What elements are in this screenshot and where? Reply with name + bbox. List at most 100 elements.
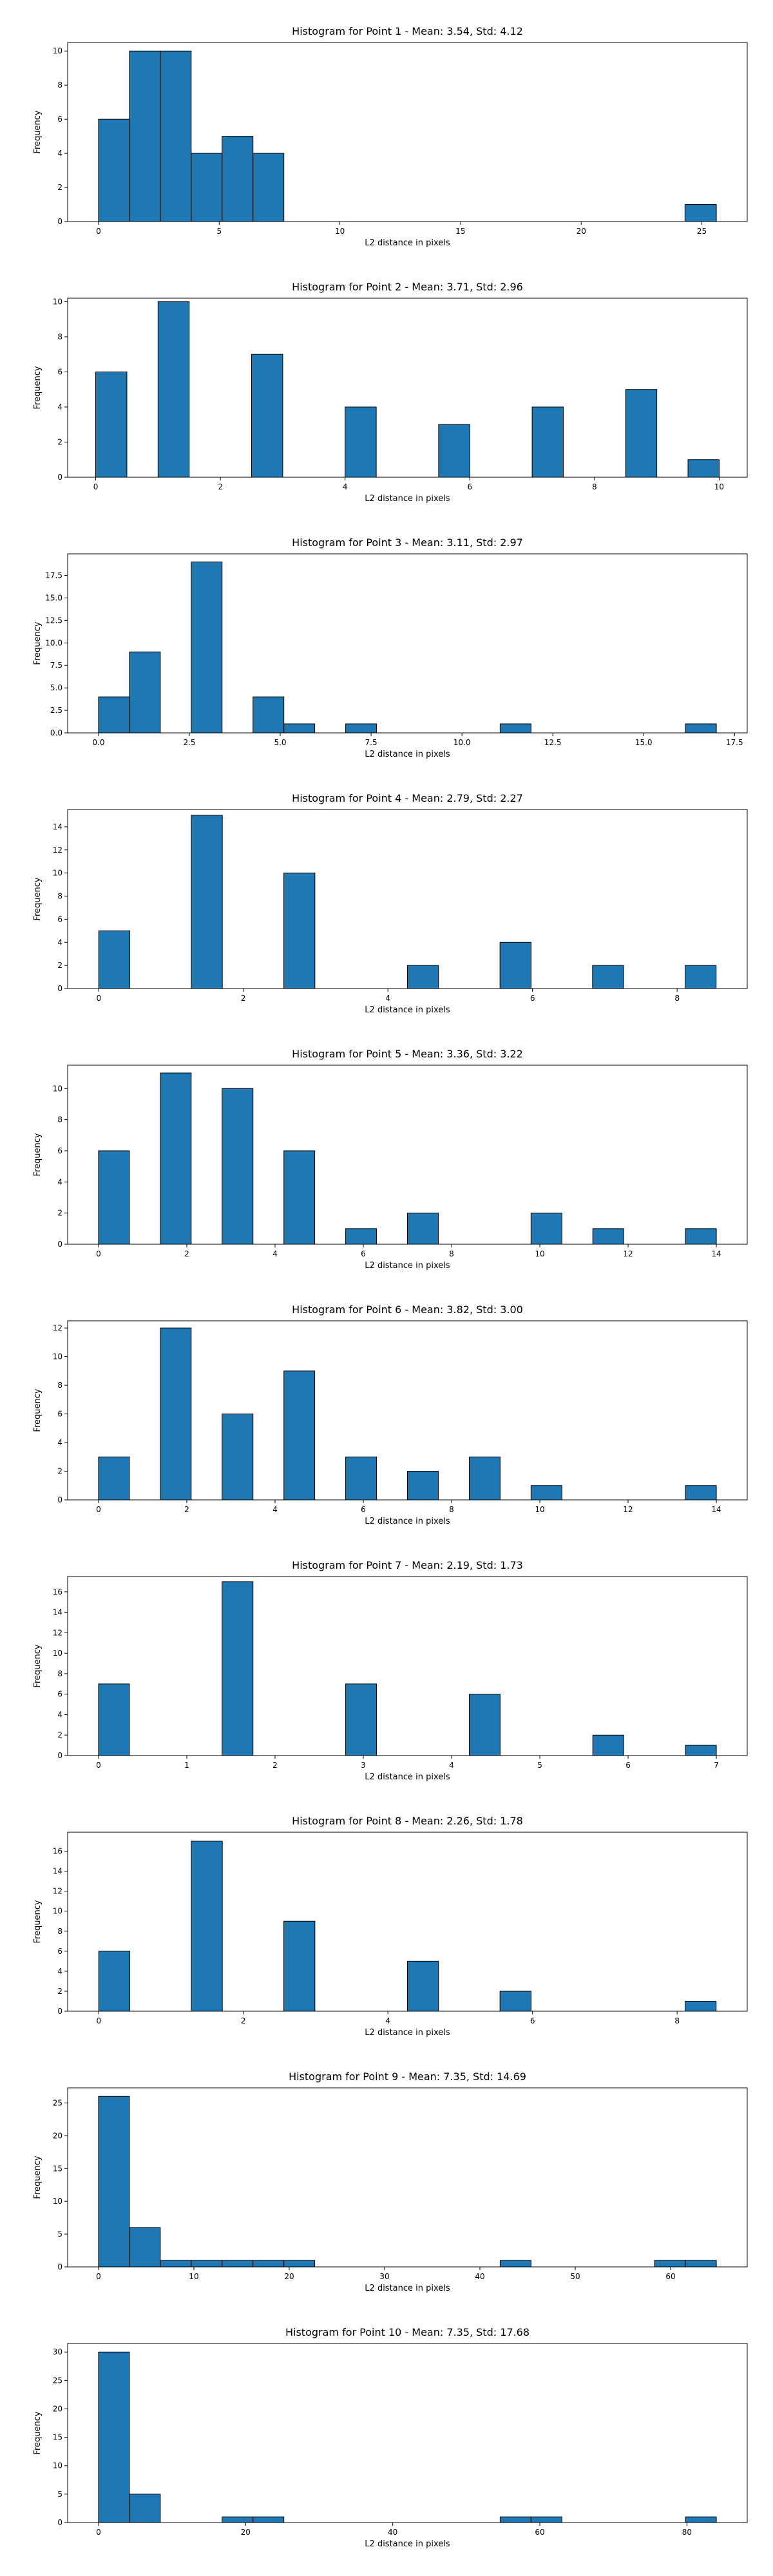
- histogram-bar: [129, 651, 161, 734]
- x-tick-label: 25: [697, 227, 707, 236]
- histogram-bar: [283, 2260, 316, 2268]
- histogram-bar: [685, 1228, 717, 1245]
- y-tick-label: 12: [53, 1323, 62, 1332]
- y-tick-label: 16: [53, 1587, 62, 1596]
- histogram-panel-4: Histogram for Point 4 - Mean: 2.79, Std:…: [33, 792, 748, 1015]
- x-tick-label: 6: [361, 1505, 366, 1514]
- histogram-bar: [191, 562, 223, 734]
- x-tick-label: 10: [535, 1249, 544, 1258]
- histogram-bar: [468, 1456, 501, 1501]
- chart-title: Histogram for Point 8 - Mean: 2.26, Std:…: [292, 1815, 523, 1827]
- x-axis-label: L2 distance in pixels: [365, 2284, 450, 2293]
- y-tick-label: 8: [57, 1927, 62, 1936]
- y-tick-label: 0: [57, 984, 62, 993]
- y-axis-label: Frequency: [33, 1900, 43, 1943]
- x-tick-label: 8: [592, 482, 597, 491]
- histogram-panel-5: Histogram for Point 5 - Mean: 3.36, Std:…: [33, 1048, 748, 1271]
- histogram-bar: [222, 1581, 254, 1756]
- histogram-bar: [98, 1683, 130, 1756]
- histogram-bar: [499, 1991, 531, 2012]
- y-tick-label: 0: [57, 1240, 62, 1249]
- y-tick-label: 25: [53, 2098, 62, 2107]
- histogram-bar: [654, 2260, 686, 2268]
- x-tick-label: 10: [189, 2272, 198, 2281]
- x-tick-label: 12: [623, 1505, 633, 1514]
- x-tick-label: 15: [455, 227, 465, 236]
- y-tick-label: 0: [57, 473, 62, 482]
- histogram-bar: [253, 696, 285, 734]
- x-tick-label: 15.0: [635, 738, 653, 747]
- histogram-bar: [407, 965, 439, 989]
- x-tick-label: 2: [241, 994, 246, 1003]
- chart-title: Histogram for Point 1 - Mean: 3.54, Std:…: [292, 25, 523, 37]
- y-tick-label: 10: [53, 2461, 62, 2470]
- y-tick-label: 15: [53, 2164, 62, 2173]
- x-tick-label: 10: [714, 482, 724, 491]
- x-tick-label: 50: [570, 2272, 580, 2281]
- x-tick-label: 17.5: [726, 738, 743, 747]
- histogram-bar: [191, 153, 223, 222]
- histogram-bar: [283, 1150, 316, 1245]
- y-tick-label: 4: [57, 1177, 62, 1186]
- histogram-bar: [191, 2260, 223, 2268]
- histogram-bar: [625, 389, 658, 478]
- x-tick-label: 8: [449, 1505, 454, 1514]
- y-tick-label: 10: [53, 1907, 62, 1916]
- y-tick-label: 2: [57, 1209, 62, 1218]
- y-tick-label: 30: [53, 2347, 62, 2356]
- histogram-bar: [251, 354, 283, 478]
- histogram-bar: [530, 1485, 562, 1501]
- axes-frame: [67, 298, 748, 478]
- histogram-panel-10: Histogram for Point 10 - Mean: 7.35, Std…: [33, 2326, 748, 2549]
- x-tick-label: 40: [388, 2528, 397, 2537]
- histogram-bar: [98, 696, 130, 734]
- histogram-bar: [345, 723, 377, 734]
- y-tick-label: 14: [53, 1867, 62, 1876]
- x-tick-label: 5: [216, 227, 222, 236]
- histogram-panel-9: Histogram for Point 9 - Mean: 7.35, Std:…: [33, 2070, 748, 2293]
- x-tick-label: 12: [623, 1249, 633, 1258]
- x-tick-label: 5: [537, 1761, 542, 1770]
- histogram-panel-2: Histogram for Point 2 - Mean: 3.71, Std:…: [33, 281, 748, 504]
- y-tick-label: 4: [57, 149, 62, 158]
- y-tick-label: 10: [53, 869, 62, 878]
- x-axis-label: L2 distance in pixels: [365, 1005, 450, 1015]
- x-tick-label: 2.5: [183, 738, 195, 747]
- x-tick-label: 0: [93, 482, 99, 491]
- histogram-bar: [345, 1683, 377, 1756]
- x-tick-label: 6: [361, 1249, 366, 1258]
- x-tick-label: 10: [535, 1505, 544, 1514]
- y-tick-label: 4: [57, 1710, 62, 1719]
- y-tick-label: 6: [57, 115, 62, 124]
- x-tick-label: 0: [96, 2272, 101, 2281]
- y-tick-label: 12: [53, 1628, 62, 1637]
- histogram-bar: [222, 1088, 254, 1245]
- histogram-bar: [685, 1745, 717, 1756]
- x-axis-label: L2 distance in pixels: [365, 2028, 450, 2038]
- histogram-bar: [530, 1213, 562, 1245]
- histogram-bar: [98, 1951, 131, 2012]
- y-tick-label: 4: [57, 1967, 62, 1976]
- histogram-bar: [283, 873, 316, 989]
- y-tick-label: 12: [53, 846, 62, 855]
- histogram-bar: [253, 2516, 285, 2523]
- x-tick-label: 2: [184, 1249, 189, 1258]
- histogram-bar: [531, 406, 564, 478]
- x-axis-label: L2 distance in pixels: [365, 2539, 450, 2549]
- y-tick-label: 12: [53, 1887, 62, 1896]
- x-tick-label: 8: [449, 1249, 454, 1258]
- chart-title: Histogram for Point 9 - Mean: 7.35, Std:…: [289, 2070, 526, 2083]
- y-tick-label: 6: [57, 1410, 62, 1419]
- histogram-panel-8: Histogram for Point 8 - Mean: 2.26, Std:…: [33, 1815, 748, 2038]
- y-tick-label: 4: [57, 1438, 62, 1447]
- histogram-bar: [157, 301, 190, 478]
- y-tick-label: 2: [57, 437, 62, 446]
- histogram-bar: [407, 1213, 439, 1245]
- y-tick-label: 10.0: [45, 638, 62, 647]
- chart-title: Histogram for Point 7 - Mean: 2.19, Std:…: [292, 1559, 523, 1571]
- chart-title: Histogram for Point 5 - Mean: 3.36, Std:…: [292, 1048, 523, 1060]
- x-tick-label: 20: [284, 2272, 294, 2281]
- y-tick-label: 15.0: [45, 593, 62, 602]
- histogram-bar: [345, 406, 377, 478]
- axes-frame: [67, 1832, 748, 2012]
